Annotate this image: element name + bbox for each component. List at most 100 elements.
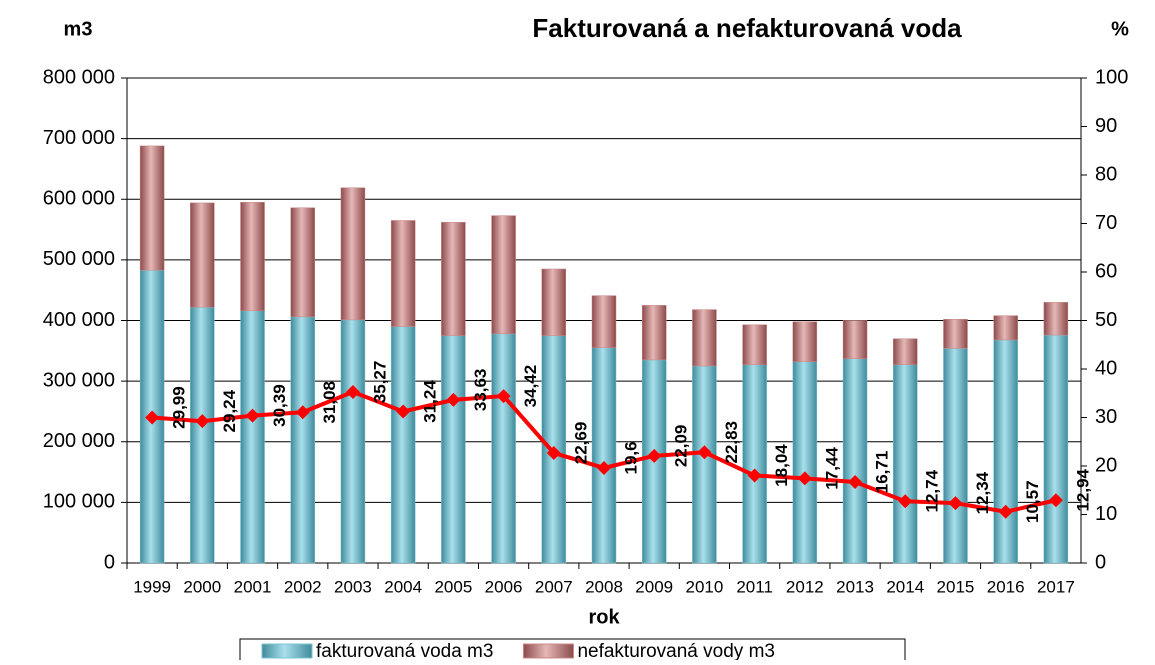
x-tick-label: 2003 xyxy=(334,577,372,596)
x-tick-label: 2001 xyxy=(234,577,272,596)
x-axis-label: rok xyxy=(588,606,620,628)
bar xyxy=(390,220,416,327)
bar xyxy=(240,202,265,312)
bar xyxy=(692,309,717,367)
bar xyxy=(742,324,767,366)
line-marker xyxy=(496,389,511,404)
legend-swatch xyxy=(522,643,574,659)
data-label: 17,44 xyxy=(822,447,841,490)
x-tick-label: 2017 xyxy=(1037,577,1075,596)
data-label: 29,24 xyxy=(220,389,239,432)
y-tick-label: 0 xyxy=(104,551,115,573)
bar xyxy=(893,364,918,564)
bar xyxy=(792,361,818,564)
y-axis-label: m3 xyxy=(64,18,93,40)
x-tick-label: 2008 xyxy=(585,577,623,596)
bar xyxy=(340,187,366,321)
bar xyxy=(491,333,516,564)
data-label: 30,39 xyxy=(270,384,289,427)
line-marker xyxy=(245,408,260,423)
bar xyxy=(491,215,516,335)
bar xyxy=(290,316,315,564)
line-marker xyxy=(898,494,913,509)
data-label: 33,63 xyxy=(471,369,490,412)
x-tick-label: 2009 xyxy=(635,577,673,596)
y2-tick-label: 90 xyxy=(1095,115,1117,137)
bar xyxy=(591,347,617,564)
data-label: 19,6 xyxy=(621,441,640,474)
x-tick-label: 2007 xyxy=(535,577,573,596)
data-label: 31,24 xyxy=(421,380,440,423)
x-tick-label: 2005 xyxy=(434,577,472,596)
data-label: 34,42 xyxy=(521,365,540,408)
y2-tick-label: 50 xyxy=(1095,309,1117,331)
bar xyxy=(842,358,868,564)
data-label: 10,57 xyxy=(1023,480,1042,523)
y-tick-label: 700 000 xyxy=(43,127,115,149)
y-tick-label: 500 000 xyxy=(43,248,115,270)
bar xyxy=(441,222,466,336)
legend-swatch xyxy=(261,643,313,659)
line-marker xyxy=(195,414,210,429)
y-tick-label: 100 000 xyxy=(43,491,115,513)
y2-tick-label: 100 xyxy=(1095,66,1128,88)
y2-tick-label: 80 xyxy=(1095,163,1117,185)
line-marker xyxy=(546,445,561,460)
x-tick-label: 2004 xyxy=(384,577,422,596)
line-marker xyxy=(597,460,611,475)
x-tick-label: 2015 xyxy=(937,577,975,596)
line-marker xyxy=(345,384,360,399)
bar xyxy=(190,202,215,308)
line-marker xyxy=(1048,493,1063,508)
data-label: 31,08 xyxy=(320,381,339,424)
y-tick-label: 300 000 xyxy=(43,369,115,391)
line-marker xyxy=(998,504,1013,519)
bar xyxy=(441,335,466,564)
bar xyxy=(340,319,366,564)
data-label: 35,27 xyxy=(370,361,389,404)
data-label: 12,94 xyxy=(1073,468,1092,511)
bar xyxy=(240,310,265,564)
line-marker xyxy=(697,445,712,460)
line-marker xyxy=(948,496,963,511)
bar xyxy=(943,319,968,349)
data-label: 12,74 xyxy=(923,469,942,512)
bar xyxy=(591,295,617,349)
data-label: 12,34 xyxy=(973,471,992,514)
bar xyxy=(541,268,567,336)
x-tick-label: 2006 xyxy=(485,577,523,596)
data-label: 22,09 xyxy=(672,425,691,468)
legend-label: fakturovaná voda m3 xyxy=(316,641,493,660)
x-tick-label: 2010 xyxy=(686,577,724,596)
bar xyxy=(1043,302,1069,336)
data-label: 18,04 xyxy=(772,444,791,487)
x-tick-label: 1999 xyxy=(133,577,171,596)
y-tick-label: 200 000 xyxy=(43,430,115,452)
x-tick-label: 2011 xyxy=(736,577,773,596)
x-tick-label: 2000 xyxy=(183,577,221,596)
bar xyxy=(742,364,767,564)
y2-tick-label: 40 xyxy=(1095,357,1117,379)
y2-tick-label: 60 xyxy=(1095,260,1117,282)
bar xyxy=(993,339,1018,564)
y-tick-label: 800 000 xyxy=(43,66,115,88)
chart-title: Fakturovaná a nefakturovaná voda xyxy=(532,13,962,43)
line-marker xyxy=(295,405,310,420)
bar xyxy=(641,305,667,361)
bar xyxy=(390,326,416,564)
data-label: 22,69 xyxy=(571,422,590,465)
y2-tick-label: 30 xyxy=(1095,406,1117,428)
line-marker xyxy=(145,410,160,425)
x-tick-label: 2002 xyxy=(284,577,322,596)
bar xyxy=(893,338,918,366)
line-marker xyxy=(446,392,461,407)
x-tick-label: 2013 xyxy=(836,577,874,596)
line-marker xyxy=(396,404,411,419)
line-marker xyxy=(848,474,863,489)
legend-label: nefakturovaná vody m3 xyxy=(577,641,775,660)
line-marker xyxy=(747,468,762,483)
y-tick-label: 400 000 xyxy=(43,309,115,331)
x-tick-label: 2012 xyxy=(786,577,824,596)
data-label: 22,83 xyxy=(722,421,741,464)
